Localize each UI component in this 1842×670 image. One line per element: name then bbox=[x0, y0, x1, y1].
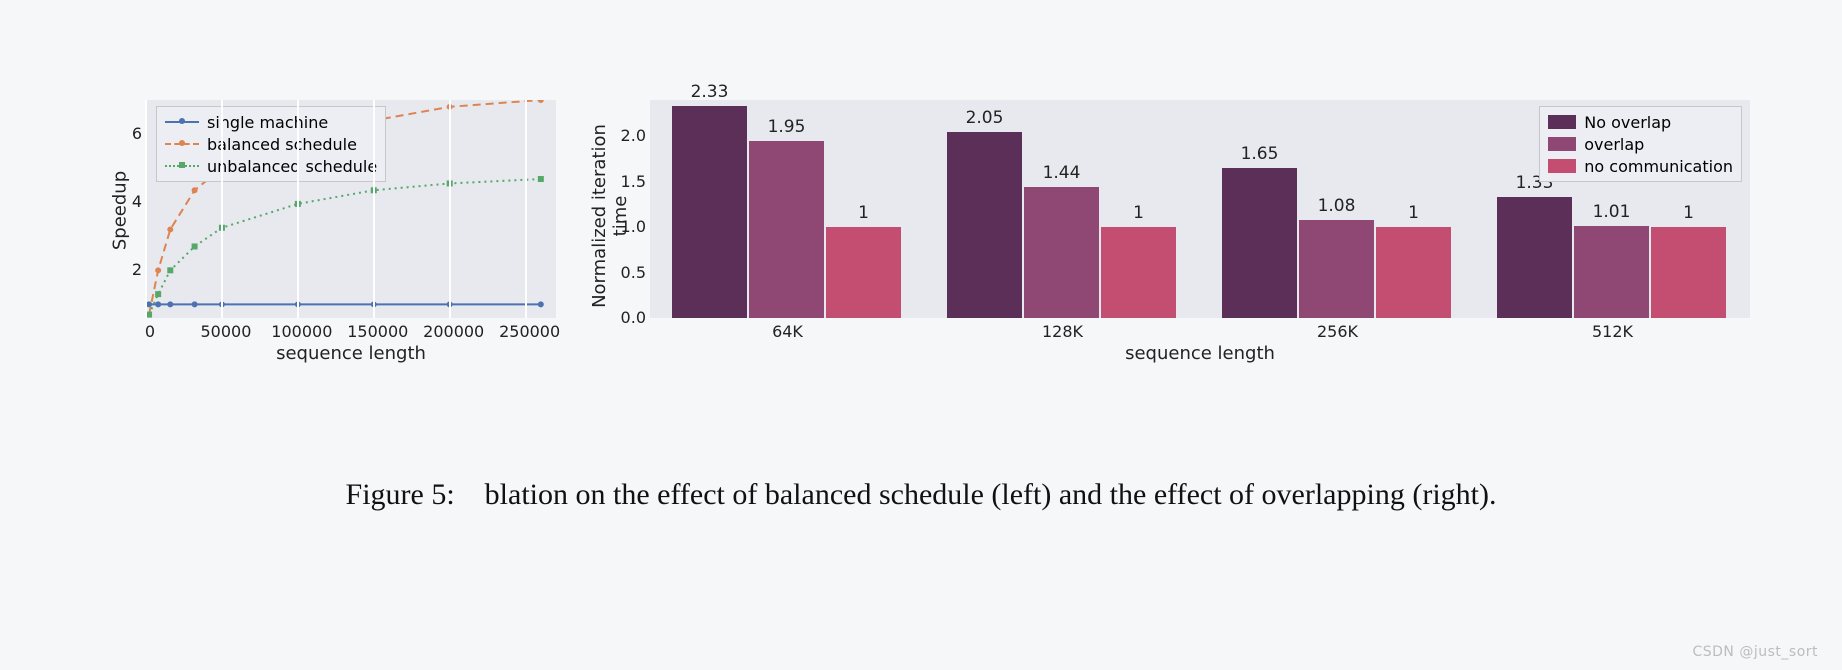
figure-row: single machine balanced schedule unbalance… bbox=[90, 90, 1770, 390]
bar-value-label: 1.95 bbox=[739, 117, 834, 137]
bar-x-axis-label: sequence length bbox=[650, 343, 1750, 364]
y-tick-label: 2.0 bbox=[612, 126, 646, 145]
bar-No-overlap bbox=[947, 132, 1022, 318]
bar-value-label: 1 bbox=[816, 203, 911, 223]
x-tick-label: 0 bbox=[116, 322, 184, 341]
legend-label: no communication bbox=[1584, 157, 1733, 176]
bar-No-overlap bbox=[672, 106, 747, 318]
marker bbox=[538, 176, 544, 182]
line-x-axis-label: sequence length bbox=[146, 343, 556, 364]
line-chart: single machine balanced schedule unbalance… bbox=[90, 90, 580, 390]
line-chart-legend: single machine balanced schedule unbalance… bbox=[156, 106, 386, 182]
gridline bbox=[221, 100, 223, 318]
bar-no-communication bbox=[1101, 227, 1176, 318]
y-tick-label: 0.5 bbox=[612, 263, 646, 282]
legend-item: no communication bbox=[1548, 155, 1733, 177]
watermark: CSDN @just_sort bbox=[1692, 644, 1818, 660]
marker bbox=[155, 301, 161, 307]
legend-item: No overlap bbox=[1548, 111, 1733, 133]
marker bbox=[192, 187, 198, 193]
y-tick-label: 2 bbox=[124, 260, 142, 279]
bar-overlap bbox=[1574, 226, 1649, 318]
legend-swatch bbox=[1548, 159, 1576, 173]
legend-item: single machine bbox=[165, 111, 377, 133]
legend-label: No overlap bbox=[1584, 113, 1671, 132]
gridline bbox=[145, 100, 147, 318]
bar-value-label: 1 bbox=[1366, 203, 1461, 223]
legend-swatch bbox=[1548, 137, 1576, 151]
x-tick-label: 200000 bbox=[420, 322, 488, 341]
x-tick-label: 250000 bbox=[496, 322, 564, 341]
x-tick-label: 128K bbox=[925, 322, 1200, 341]
bar-value-label: 1.44 bbox=[1014, 163, 1109, 183]
line-plot-area: single machine balanced schedule unbalance… bbox=[146, 100, 556, 318]
y-tick-label: 4 bbox=[124, 192, 142, 211]
legend-label: unbalanced schedule bbox=[207, 157, 377, 176]
x-tick-label: 50000 bbox=[192, 322, 260, 341]
legend-label: balanced schedule bbox=[207, 135, 357, 154]
marker bbox=[538, 301, 544, 307]
legend-item: balanced schedule bbox=[165, 133, 377, 155]
marker bbox=[538, 100, 544, 103]
bar-overlap bbox=[749, 141, 824, 318]
y-tick-label: 0.0 bbox=[612, 308, 646, 327]
y-tick-label: 1.0 bbox=[612, 217, 646, 236]
marker bbox=[192, 243, 198, 249]
legend-item: overlap bbox=[1548, 133, 1733, 155]
y-tick-label: 1.5 bbox=[612, 172, 646, 191]
legend-swatch bbox=[1548, 115, 1576, 129]
x-tick-label: 512K bbox=[1475, 322, 1750, 341]
bar-value-label: 1 bbox=[1091, 203, 1186, 223]
bar-overlap bbox=[1299, 220, 1374, 318]
marker bbox=[167, 301, 173, 307]
bar-no-communication bbox=[826, 227, 901, 318]
x-tick-label: 64K bbox=[650, 322, 925, 341]
legend-label: single machine bbox=[207, 113, 328, 132]
gridline bbox=[525, 100, 527, 318]
legend-item: unbalanced schedule bbox=[165, 155, 377, 177]
series-unbalanced_schedule bbox=[149, 179, 541, 315]
gridline bbox=[297, 100, 299, 318]
bar-No-overlap bbox=[1497, 197, 1572, 318]
x-tick-label: 150000 bbox=[344, 322, 412, 341]
bar-no-communication bbox=[1651, 227, 1726, 318]
legend-label: overlap bbox=[1584, 135, 1644, 154]
marker bbox=[167, 267, 173, 273]
marker bbox=[192, 301, 198, 307]
bar-chart-legend: No overlap overlap no communication bbox=[1539, 106, 1742, 182]
bar-plot-area: 2.331.9512.051.4411.651.0811.331.011No o… bbox=[650, 100, 1750, 318]
figure-caption: Figure 5: blation on the effect of balan… bbox=[0, 478, 1842, 512]
marker bbox=[155, 291, 161, 297]
bar-No-overlap bbox=[1222, 168, 1297, 318]
bar-value-label: 2.05 bbox=[937, 108, 1032, 128]
bar-value-label: 1 bbox=[1641, 203, 1736, 223]
bar-overlap bbox=[1024, 187, 1099, 318]
gridline bbox=[449, 100, 451, 318]
bar-no-communication bbox=[1376, 227, 1451, 318]
bar-value-label: 1.65 bbox=[1212, 144, 1307, 164]
y-tick-label: 6 bbox=[124, 124, 142, 143]
marker bbox=[155, 267, 161, 273]
bar-value-label: 2.33 bbox=[662, 82, 757, 102]
marker bbox=[167, 226, 173, 232]
x-tick-label: 100000 bbox=[268, 322, 336, 341]
x-tick-label: 256K bbox=[1200, 322, 1475, 341]
gridline bbox=[373, 100, 375, 318]
bar-chart: 2.331.9512.051.4411.651.0811.331.011No o… bbox=[580, 90, 1770, 390]
